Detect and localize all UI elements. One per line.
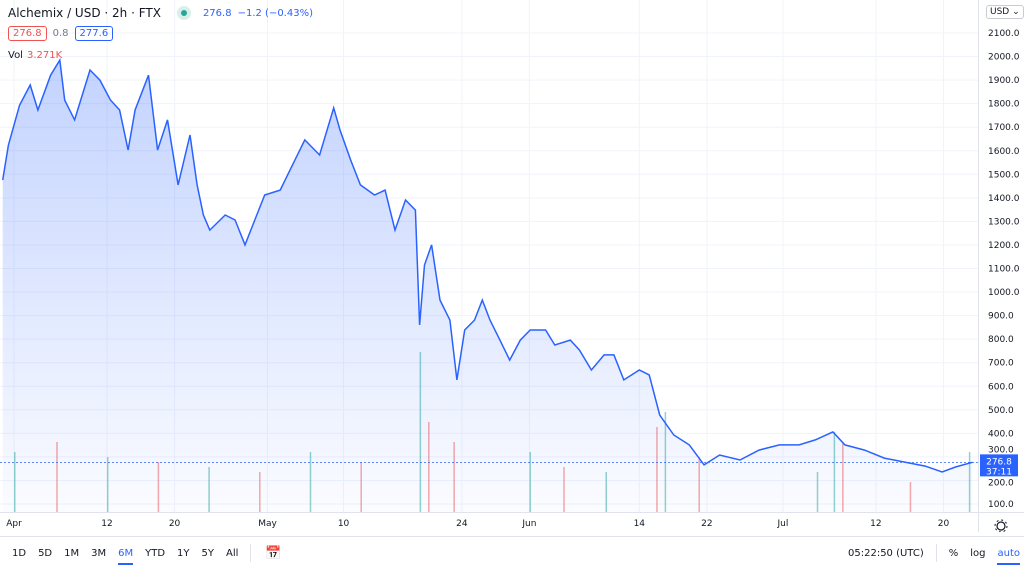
y-tick-label: 700.0 (988, 359, 1014, 369)
currency-select[interactable]: USD ⌄ (986, 5, 1024, 19)
last-price: 276.8 (202, 7, 232, 19)
spread: 0.8 (52, 28, 69, 39)
x-tick-label: Jul (777, 519, 789, 529)
x-tick-label: 14 (634, 519, 646, 529)
range-1d[interactable]: 1D (12, 547, 27, 559)
x-tick-label: Apr (6, 519, 22, 529)
y-tick-label: 1900.0 (988, 76, 1020, 86)
y-tick-label: 400.0 (988, 429, 1014, 439)
last-price-value: 276.8 (986, 457, 1012, 467)
bottom-toolbar: 1D 5D 1M 3M 6M YTD 1Y 5Y All 📅 05:22:50 (UTC) % … (0, 536, 1024, 569)
divider (250, 544, 252, 562)
y-tick-label: 900.0 (988, 312, 1014, 322)
currency-label: USD (990, 7, 1010, 17)
price-area (2, 60, 973, 512)
x-tick-label: 12 (101, 519, 112, 529)
symbol-legend: Alchemix / USD · 2h · FTX 276.8 −1.2 (−0… (8, 6, 313, 20)
chevron-down-icon: ⌄ (1012, 7, 1020, 17)
y-tick-label: 1800.0 (988, 100, 1020, 110)
bid-ask: 276.8 0.8 277.6 (8, 26, 114, 41)
price-line (1, 57, 973, 473)
range-all[interactable]: All (226, 547, 239, 559)
auto-toggle[interactable]: auto (997, 547, 1020, 565)
y-tick-label: 1200.0 (988, 241, 1020, 251)
x-tick-label: 24 (456, 519, 468, 529)
range-3m[interactable]: 3M (91, 547, 107, 559)
range-buttons: 1D 5D 1M 3M 6M YTD 1Y 5Y All (0, 547, 239, 565)
x-tick-label: 12 (870, 519, 881, 529)
volume-legend: Vol 3.271K (8, 50, 62, 61)
last-price-label: 276.8 37:11 (980, 454, 1018, 477)
range-6m[interactable]: 6M (118, 547, 134, 565)
bar-countdown: 37:11 (986, 467, 1012, 477)
y-tick-label: 500.0 (988, 406, 1014, 416)
sell-button[interactable]: 276.8 (8, 26, 47, 41)
y-tick-label: 1600.0 (988, 147, 1020, 157)
y-tick-label: 800.0 (988, 335, 1014, 345)
range-5y[interactable]: 5Y (201, 547, 215, 559)
y-tick-label: 1500.0 (988, 170, 1020, 180)
x-tick-label: 20 (938, 519, 950, 529)
y-tick-label: 1700.0 (988, 123, 1020, 133)
range-1y[interactable]: 1Y (177, 547, 190, 559)
y-tick-label: 1300.0 (988, 217, 1020, 227)
y-tick-label: 1100.0 (988, 265, 1020, 275)
price-axis[interactable]: 2100.0 2000.0 1900.0 1800.0 1700.0 1600.0 1500… (988, 29, 1020, 510)
time-axis[interactable]: Apr 12 20 May 10 24 Jun 14 22 Jul 12 20 (6, 519, 949, 529)
divider (935, 544, 937, 562)
y-tick-label: 1400.0 (988, 194, 1020, 204)
y-tick-label: 2100.0 (988, 29, 1020, 39)
buy-button[interactable]: 277.6 (74, 26, 114, 41)
symbol-title[interactable]: Alchemix / USD · 2h · FTX (8, 6, 161, 20)
y-tick-label: 100.0 (988, 500, 1014, 510)
volume-label: Vol (8, 50, 23, 61)
percent-toggle[interactable]: % (948, 547, 959, 559)
price-change: −1.2 (−0.43%) (237, 7, 313, 19)
y-tick-label: 300.0 (988, 445, 1014, 455)
market-status-icon (176, 6, 191, 20)
range-1m[interactable]: 1M (64, 547, 80, 559)
settings-gear-icon[interactable] (994, 519, 1008, 532)
x-tick-label: 22 (701, 519, 712, 529)
price-chart[interactable]: 2100.0 2000.0 1900.0 1800.0 1700.0 1600.0 1500… (0, 0, 1024, 532)
x-tick-label: 10 (338, 519, 350, 529)
x-tick-label: May (258, 519, 277, 529)
clock[interactable]: 05:22:50 (UTC) (848, 547, 924, 559)
x-tick-label: Jun (521, 519, 536, 529)
range-ytd[interactable]: YTD (145, 547, 166, 559)
y-tick-label: 600.0 (988, 382, 1014, 392)
goto-date-icon[interactable]: 📅 (265, 545, 282, 561)
range-5d[interactable]: 5D (38, 547, 53, 559)
y-tick-label: 200.0 (988, 478, 1014, 488)
x-tick-label: 20 (169, 519, 181, 529)
y-tick-label: 1000.0 (988, 288, 1020, 298)
y-tick-label: 2000.0 (988, 53, 1020, 63)
log-toggle[interactable]: log (970, 547, 986, 559)
volume-value: 3.271K (26, 50, 63, 61)
